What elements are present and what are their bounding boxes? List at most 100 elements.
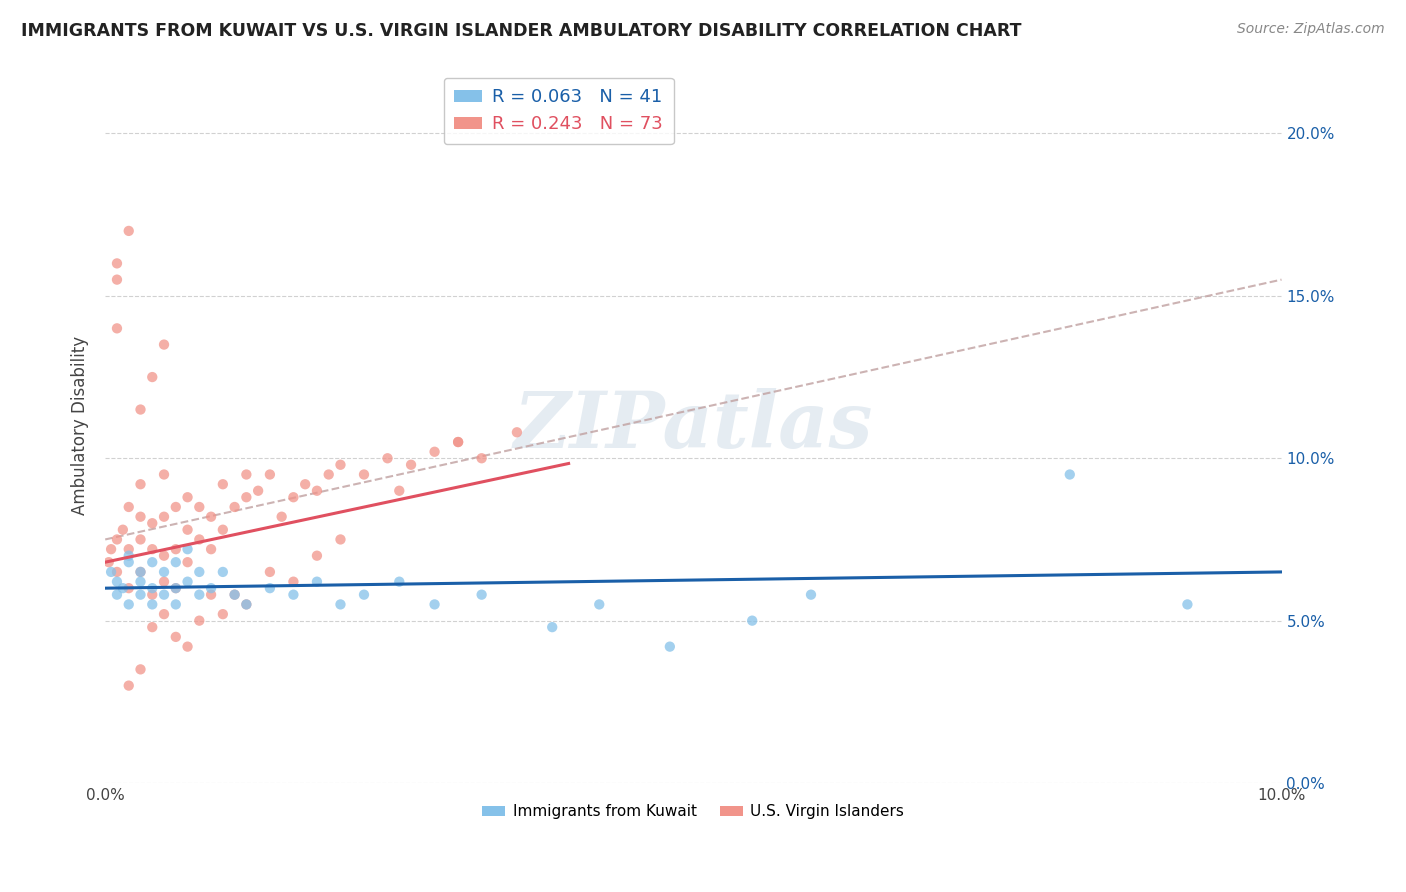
Point [283, 588, 305, 602]
Point [165, 542, 187, 557]
Point [129, 402, 152, 417]
Point [97, 555, 120, 569]
Legend: Immigrants from Kuwait, U.S. Virgin Islanders: Immigrants from Kuwait, U.S. Virgin Isla… [477, 798, 911, 825]
Point [105, 574, 128, 589]
Point [658, 640, 681, 654]
Point [165, 581, 187, 595]
Point [141, 581, 163, 595]
Point [176, 542, 198, 557]
Point [247, 483, 270, 498]
Point [129, 565, 152, 579]
Point [153, 337, 176, 351]
Point [447, 435, 470, 450]
Point [165, 598, 187, 612]
Point [388, 574, 411, 589]
Point [224, 588, 246, 602]
Point [305, 483, 328, 498]
Point [153, 565, 176, 579]
Point [235, 467, 257, 482]
Point [129, 509, 152, 524]
Point [176, 640, 198, 654]
Point [200, 588, 222, 602]
Point [105, 533, 128, 547]
Point [141, 555, 163, 569]
Point [111, 581, 134, 595]
Point [153, 574, 176, 589]
Point [153, 467, 176, 482]
Point [100, 542, 122, 557]
Point [329, 598, 352, 612]
Point [129, 533, 152, 547]
Point [211, 523, 233, 537]
Point [141, 370, 163, 384]
Point [259, 581, 281, 595]
Point [188, 614, 211, 628]
Point [188, 500, 211, 514]
Point [105, 272, 128, 286]
Point [176, 574, 198, 589]
Point [353, 588, 375, 602]
Point [224, 500, 246, 514]
Y-axis label: Ambulatory Disability: Ambulatory Disability [72, 336, 89, 516]
Point [1059, 467, 1081, 482]
Point [105, 256, 128, 270]
Point [1177, 598, 1199, 612]
Point [588, 598, 610, 612]
Point [118, 500, 141, 514]
Point [224, 588, 246, 602]
Point [118, 679, 141, 693]
Point [141, 516, 163, 531]
Point [129, 565, 152, 579]
Point [200, 509, 222, 524]
Point [329, 533, 352, 547]
Point [118, 542, 141, 557]
Point [353, 467, 375, 482]
Point [153, 509, 176, 524]
Point [471, 588, 494, 602]
Point [188, 533, 211, 547]
Point [377, 451, 399, 466]
Point [129, 477, 152, 491]
Point [141, 598, 163, 612]
Point [176, 523, 198, 537]
Point [235, 490, 257, 504]
Point [283, 490, 305, 504]
Point [105, 321, 128, 335]
Text: Source: ZipAtlas.com: Source: ZipAtlas.com [1237, 22, 1385, 37]
Point [118, 224, 141, 238]
Point [423, 444, 446, 458]
Point [165, 630, 187, 644]
Point [471, 451, 494, 466]
Point [259, 565, 281, 579]
Point [741, 614, 763, 628]
Point [188, 565, 211, 579]
Point [141, 588, 163, 602]
Point [447, 435, 470, 450]
Point [235, 598, 257, 612]
Point [165, 500, 187, 514]
Point [200, 581, 222, 595]
Point [211, 477, 233, 491]
Point [800, 588, 823, 602]
Point [259, 467, 281, 482]
Point [129, 588, 152, 602]
Point [153, 607, 176, 622]
Point [118, 549, 141, 563]
Point [153, 549, 176, 563]
Point [423, 598, 446, 612]
Point [294, 477, 316, 491]
Point [211, 565, 233, 579]
Point [118, 555, 141, 569]
Point [129, 574, 152, 589]
Point [129, 662, 152, 676]
Point [105, 588, 128, 602]
Point [399, 458, 422, 472]
Point [506, 425, 529, 440]
Point [176, 555, 198, 569]
Point [118, 581, 141, 595]
Point [200, 542, 222, 557]
Point [388, 483, 411, 498]
Point [270, 509, 292, 524]
Point [118, 598, 141, 612]
Point [305, 574, 328, 589]
